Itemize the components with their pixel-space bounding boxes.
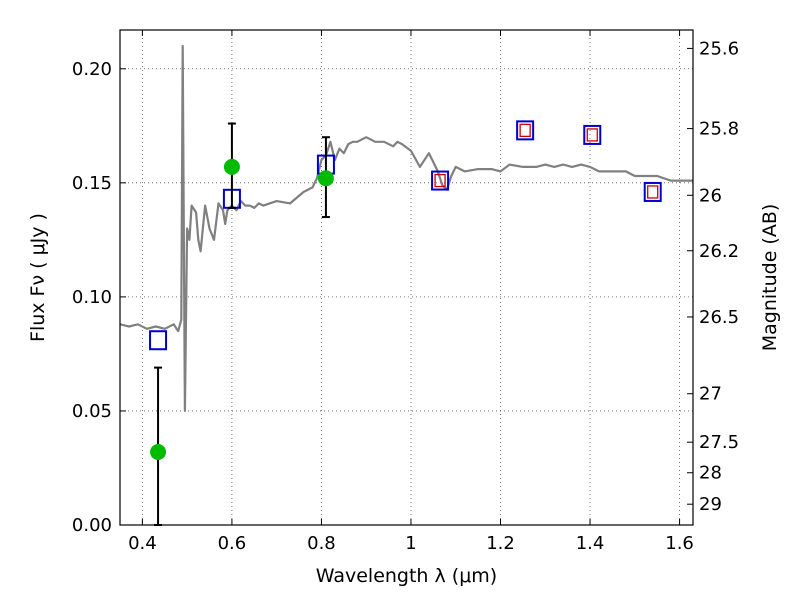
right-tick-label: 27.5 xyxy=(699,432,739,453)
points-layer xyxy=(149,120,662,526)
x-tick-label: 0.8 xyxy=(307,533,336,554)
observed-point xyxy=(150,444,167,461)
right-tick-label: 26.2 xyxy=(699,241,739,262)
right-tick-label: 25.8 xyxy=(699,119,739,140)
model-point xyxy=(643,181,662,202)
spectrum-line xyxy=(120,44,693,412)
x-tick-label: 1.6 xyxy=(665,533,694,554)
x-tick-label: 0.6 xyxy=(218,533,247,554)
observed-point xyxy=(223,158,240,175)
right-tick-label: 26.5 xyxy=(699,307,739,328)
right-tick-label: 26 xyxy=(699,185,722,206)
x-tick-label: 1.2 xyxy=(486,533,515,554)
y-axis-title: Flux Fν ( μJy ) xyxy=(27,213,49,342)
y-tick-label: 0.00 xyxy=(72,515,112,536)
right-tick-label: 25.6 xyxy=(699,38,739,59)
y-tick-label: 0.20 xyxy=(72,59,112,80)
model-point xyxy=(583,124,602,145)
x-tick-label: 1.4 xyxy=(576,533,605,554)
y-tick-label: 0.15 xyxy=(72,173,112,194)
plot-frame xyxy=(119,29,694,526)
x-tick-label: 1 xyxy=(405,533,416,554)
model-point xyxy=(431,170,450,191)
right-tick-label: 28 xyxy=(699,463,722,484)
right-tick-label: 27 xyxy=(699,384,722,405)
observed-square-point xyxy=(519,123,531,138)
model-point xyxy=(516,120,535,141)
observed-square-point xyxy=(434,173,446,188)
model-point xyxy=(149,330,168,351)
x-tick-label: 0.4 xyxy=(128,533,157,554)
right-axis-title: Magnitude (AB) xyxy=(759,204,781,352)
grid xyxy=(120,30,693,526)
observed-square-point xyxy=(586,128,598,142)
y-tick-label: 0.10 xyxy=(72,287,112,308)
x-axis-title: Wavelength λ (μm) xyxy=(316,565,497,587)
y-tick-label: 0.05 xyxy=(72,401,112,422)
observed-square-point xyxy=(647,185,659,199)
right-tick-label: 29 xyxy=(699,494,722,515)
spectrum-layer xyxy=(120,44,693,412)
ticks-layer: 0.4 0.6 0.8 1 1.2 1.4 1.6 0.00 0.05 0.10 0.15 0.20 2… xyxy=(72,30,739,554)
observed-point xyxy=(317,170,334,187)
